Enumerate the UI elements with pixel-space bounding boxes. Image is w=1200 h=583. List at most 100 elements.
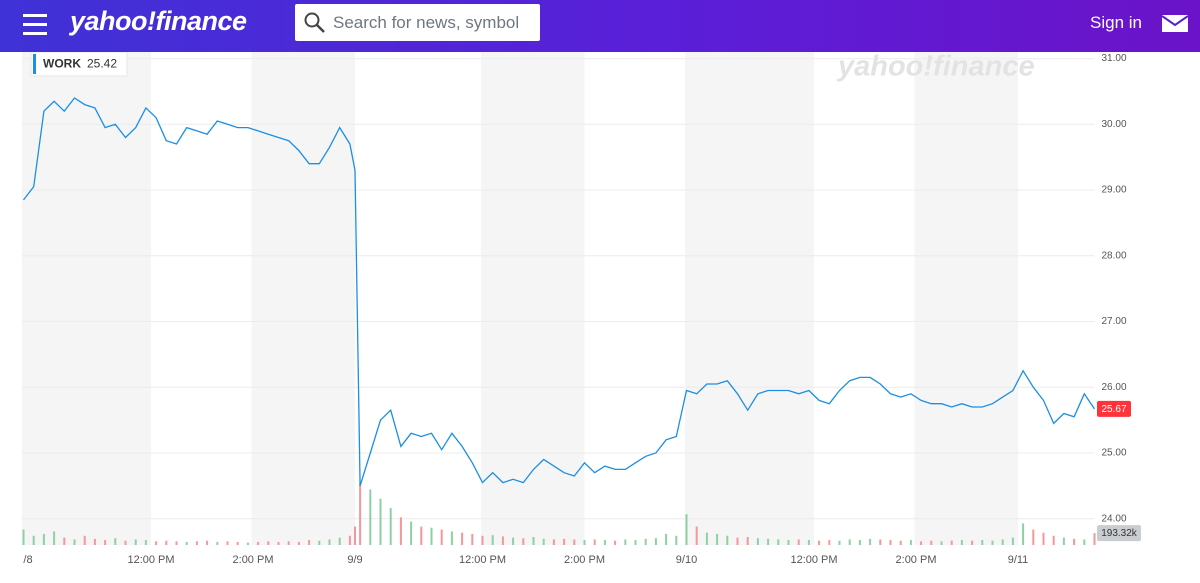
logo[interactable]: yahoo!finance — [70, 6, 247, 36]
volume-bar — [716, 533, 719, 545]
x-tick-label: 12:00 PM — [790, 554, 837, 566]
volume-bar — [369, 489, 372, 545]
volume-bar — [665, 533, 668, 545]
x-tick-label: 2:00 PM — [896, 554, 937, 566]
last-volume-tag — [1097, 525, 1141, 542]
volume-bar — [532, 536, 535, 545]
last-price-label: 25.67 — [1101, 404, 1126, 415]
volume-bar — [410, 521, 413, 545]
volume-bar — [399, 517, 402, 545]
volume-bar — [1083, 539, 1086, 545]
volume-bar — [838, 540, 841, 545]
volume-bar — [328, 539, 331, 545]
volume-bar — [277, 541, 280, 545]
y-tick-label: 24.00 — [1101, 513, 1126, 524]
volume-bar — [216, 541, 219, 545]
volume-bar — [1032, 529, 1035, 545]
volume-bar — [1022, 523, 1025, 545]
volume-bar — [440, 529, 443, 545]
volume-bar — [124, 540, 127, 545]
marks — [22, 97, 1096, 545]
volume-bar — [246, 542, 249, 545]
volume-bar — [685, 514, 688, 545]
y-tick-label: 26.00 — [1101, 382, 1126, 393]
volume-bar — [297, 541, 300, 545]
volume-bar — [858, 540, 861, 545]
volume-bar — [420, 526, 423, 545]
x-tick-label: 9/9 — [347, 554, 362, 566]
volume-bar — [155, 541, 158, 545]
volume-bar — [981, 540, 984, 545]
volume-bar — [63, 537, 66, 545]
menu-icon[interactable] — [22, 13, 52, 37]
legend: WORK 25.42 — [30, 51, 128, 77]
volume-bar — [654, 538, 657, 545]
volume-bar — [379, 498, 382, 545]
volume-bar — [1011, 537, 1014, 545]
volume-bar — [195, 541, 198, 545]
volume-bar — [899, 540, 902, 545]
session-band — [481, 52, 585, 545]
volume-bar — [848, 539, 851, 545]
volume-bar — [614, 540, 617, 545]
volume-bar — [909, 540, 912, 545]
x-tick-label: 12:00 PM — [127, 554, 174, 566]
volume-bar — [573, 539, 576, 545]
volume-bar — [940, 541, 943, 545]
mail-icon[interactable] — [1162, 13, 1188, 33]
volume-bar — [879, 539, 882, 545]
volume-bar — [624, 539, 627, 545]
session-band — [914, 52, 1018, 545]
volume-bar — [1052, 535, 1055, 545]
grid — [22, 58, 1095, 520]
volume-bar — [144, 540, 147, 545]
volume-bar — [481, 535, 484, 545]
volume-bar — [338, 537, 341, 545]
volume-bar — [236, 541, 239, 545]
sign-in[interactable]: Sign in — [1090, 13, 1142, 32]
volume-bar — [175, 541, 178, 545]
volume-bar — [42, 533, 45, 545]
y-tick-label: 25.00 — [1101, 448, 1126, 459]
volume-bar — [1062, 537, 1065, 545]
volume-bar — [165, 540, 168, 545]
volume-bar — [818, 540, 821, 545]
volume-bar — [746, 536, 749, 545]
y-tick-label: 31.00 — [1101, 53, 1126, 64]
volume-bar — [308, 540, 311, 545]
volume-bar — [920, 541, 923, 545]
volume-bar — [726, 535, 729, 545]
volume-bar — [603, 540, 606, 545]
volume-bar — [491, 535, 494, 545]
volume-bar — [777, 539, 780, 545]
volume-bar — [1093, 533, 1096, 545]
volume-bar — [471, 533, 474, 545]
volume-bar — [960, 540, 963, 545]
volume-bar — [461, 532, 464, 545]
volume-bar — [705, 532, 708, 545]
x-tick-label: 12:00 PM — [459, 554, 506, 566]
volume-bar — [348, 535, 351, 545]
volume-bar — [22, 529, 25, 545]
volume-bar — [93, 538, 96, 545]
volume-bar — [950, 540, 953, 545]
volume-bar — [593, 539, 596, 545]
volume-bar — [73, 539, 76, 545]
volume-bar — [114, 538, 117, 545]
volume-bar — [104, 540, 107, 545]
volume-bar — [134, 539, 137, 545]
volume-bar — [450, 531, 453, 545]
volume-bar — [583, 540, 586, 545]
volume-bar — [318, 540, 321, 545]
search-box[interactable]: Search for news, symbol — [295, 4, 540, 41]
volume-bar — [83, 535, 86, 545]
volume-bar — [991, 540, 994, 545]
y-tick-label: 29.00 — [1101, 185, 1126, 196]
volume-bar — [828, 540, 831, 545]
volume-bar — [930, 540, 933, 545]
y-tick-label: 27.00 — [1101, 316, 1126, 327]
volume-bar — [354, 526, 356, 545]
volume-bar — [542, 538, 545, 545]
session-band — [685, 52, 814, 545]
